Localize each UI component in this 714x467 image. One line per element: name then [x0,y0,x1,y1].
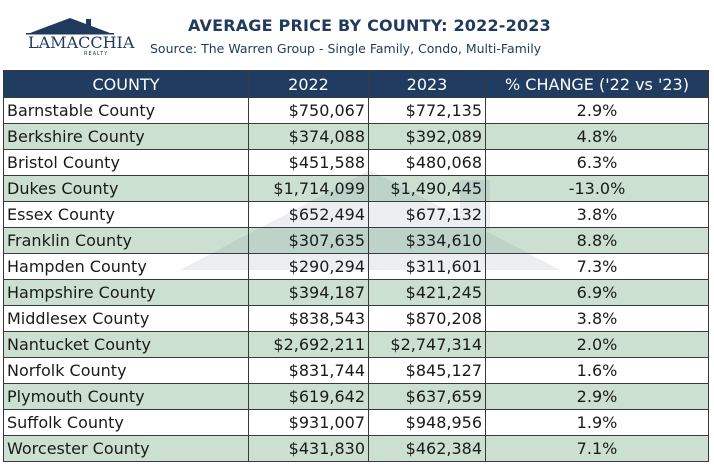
table-row: Worcester County $431,830 $462,384 7.1% [3,435,709,462]
change-cell: -13.0% [485,175,709,202]
price-2022-cell: $431,830 [248,435,369,462]
change-cell: 2.0% [485,331,709,358]
page-subtitle: Source: The Warren Group - Single Family… [150,41,542,56]
price-2023-cell: $677,132 [368,201,486,228]
table-row: Hampshire County $394,187 $421,245 6.9% [3,279,709,306]
table-row: Middlesex County $838,543 $870,208 3.8% [3,305,709,332]
table-row: Norfolk County $831,744 $845,127 1.6% [3,357,709,384]
change-cell: 6.3% [485,149,709,176]
price-2022-cell: $838,543 [248,305,369,332]
price-2023-cell: $2,747,314 [368,331,486,358]
logo-text: LAMACCHIA [28,33,135,52]
price-2022-cell: $831,744 [248,357,369,384]
county-cell: Hampden County [3,253,249,280]
county-cell: Essex County [3,201,249,228]
table-row: Nantucket County $2,692,211 $2,747,314 2… [3,331,709,358]
county-cell: Plymouth County [3,383,249,410]
change-cell: 2.9% [485,97,709,124]
price-2022-cell: $931,007 [248,409,369,436]
table-row: Plymouth County $619,642 $637,659 2.9% [3,383,709,410]
change-cell: 3.8% [485,201,709,228]
price-2022-cell: $394,187 [248,279,369,306]
price-2023-cell: $637,659 [368,383,486,410]
price-2023-cell: $334,610 [368,227,486,254]
price-2023-cell: $462,384 [368,435,486,462]
price-2023-cell: $392,089 [368,123,486,150]
column-header-county: COUNTY [3,70,249,98]
price-2023-cell: $845,127 [368,357,486,384]
price-2022-cell: $290,294 [248,253,369,280]
lamacchia-logo: LAMACCHIA REALTY [26,16,134,60]
change-cell: 8.8% [485,227,709,254]
table-row: Franklin County $307,635 $334,610 8.8% [3,227,709,254]
header: LAMACCHIA REALTY AVERAGE PRICE BY COUNTY… [0,0,714,70]
price-2023-cell: $311,601 [368,253,486,280]
price-2023-cell: $1,490,445 [368,175,486,202]
price-2022-cell: $2,692,211 [248,331,369,358]
price-2022-cell: $374,088 [248,123,369,150]
table-row: Dukes County $1,714,099 $1,490,445 -13.0… [3,175,709,202]
price-2022-cell: $307,635 [248,227,369,254]
price-2022-cell: $451,588 [248,149,369,176]
table-row: Barnstable County $750,067 $772,135 2.9% [3,97,709,124]
county-cell: Berkshire County [3,123,249,150]
county-cell: Hampshire County [3,279,249,306]
price-2023-cell: $480,068 [368,149,486,176]
price-2023-cell: $948,956 [368,409,486,436]
change-cell: 7.3% [485,253,709,280]
price-table: COUNTY 2022 2023 % CHANGE ('22 vs '23) B… [3,70,709,462]
county-cell: Bristol County [3,149,249,176]
change-cell: 7.1% [485,435,709,462]
table-row: Berkshire County $374,088 $392,089 4.8% [3,123,709,150]
change-cell: 6.9% [485,279,709,306]
price-2023-cell: $870,208 [368,305,486,332]
county-cell: Norfolk County [3,357,249,384]
price-2022-cell: $652,494 [248,201,369,228]
price-2022-cell: $750,067 [248,97,369,124]
county-cell: Nantucket County [3,331,249,358]
price-2022-cell: $619,642 [248,383,369,410]
table-row: Hampden County $290,294 $311,601 7.3% [3,253,709,280]
county-cell: Franklin County [3,227,249,254]
price-table-container: COUNTY 2022 2023 % CHANGE ('22 vs '23) B… [3,70,709,462]
change-cell: 2.9% [485,383,709,410]
price-2022-cell: $1,714,099 [248,175,369,202]
change-cell: 1.9% [485,409,709,436]
change-cell: 4.8% [485,123,709,150]
table-row: Bristol County $451,588 $480,068 6.3% [3,149,709,176]
county-cell: Barnstable County [3,97,249,124]
table-row: Suffolk County $931,007 $948,956 1.9% [3,409,709,436]
logo-subtext: REALTY [84,51,109,57]
table-header-row: COUNTY 2022 2023 % CHANGE ('22 vs '23) [3,70,709,98]
price-2023-cell: $772,135 [368,97,486,124]
change-cell: 3.8% [485,305,709,332]
change-cell: 1.6% [485,357,709,384]
column-header-2023: 2023 [368,70,486,98]
county-cell: Dukes County [3,175,249,202]
county-cell: Middlesex County [3,305,249,332]
page-title: AVERAGE PRICE BY COUNTY: 2022-2023 [188,16,551,35]
county-cell: Worcester County [3,435,249,462]
column-header-2022: 2022 [248,70,369,98]
county-cell: Suffolk County [3,409,249,436]
column-header-change: % CHANGE ('22 vs '23) [485,70,709,98]
house-roof-icon [26,18,114,35]
table-row: Essex County $652,494 $677,132 3.8% [3,201,709,228]
price-2023-cell: $421,245 [368,279,486,306]
